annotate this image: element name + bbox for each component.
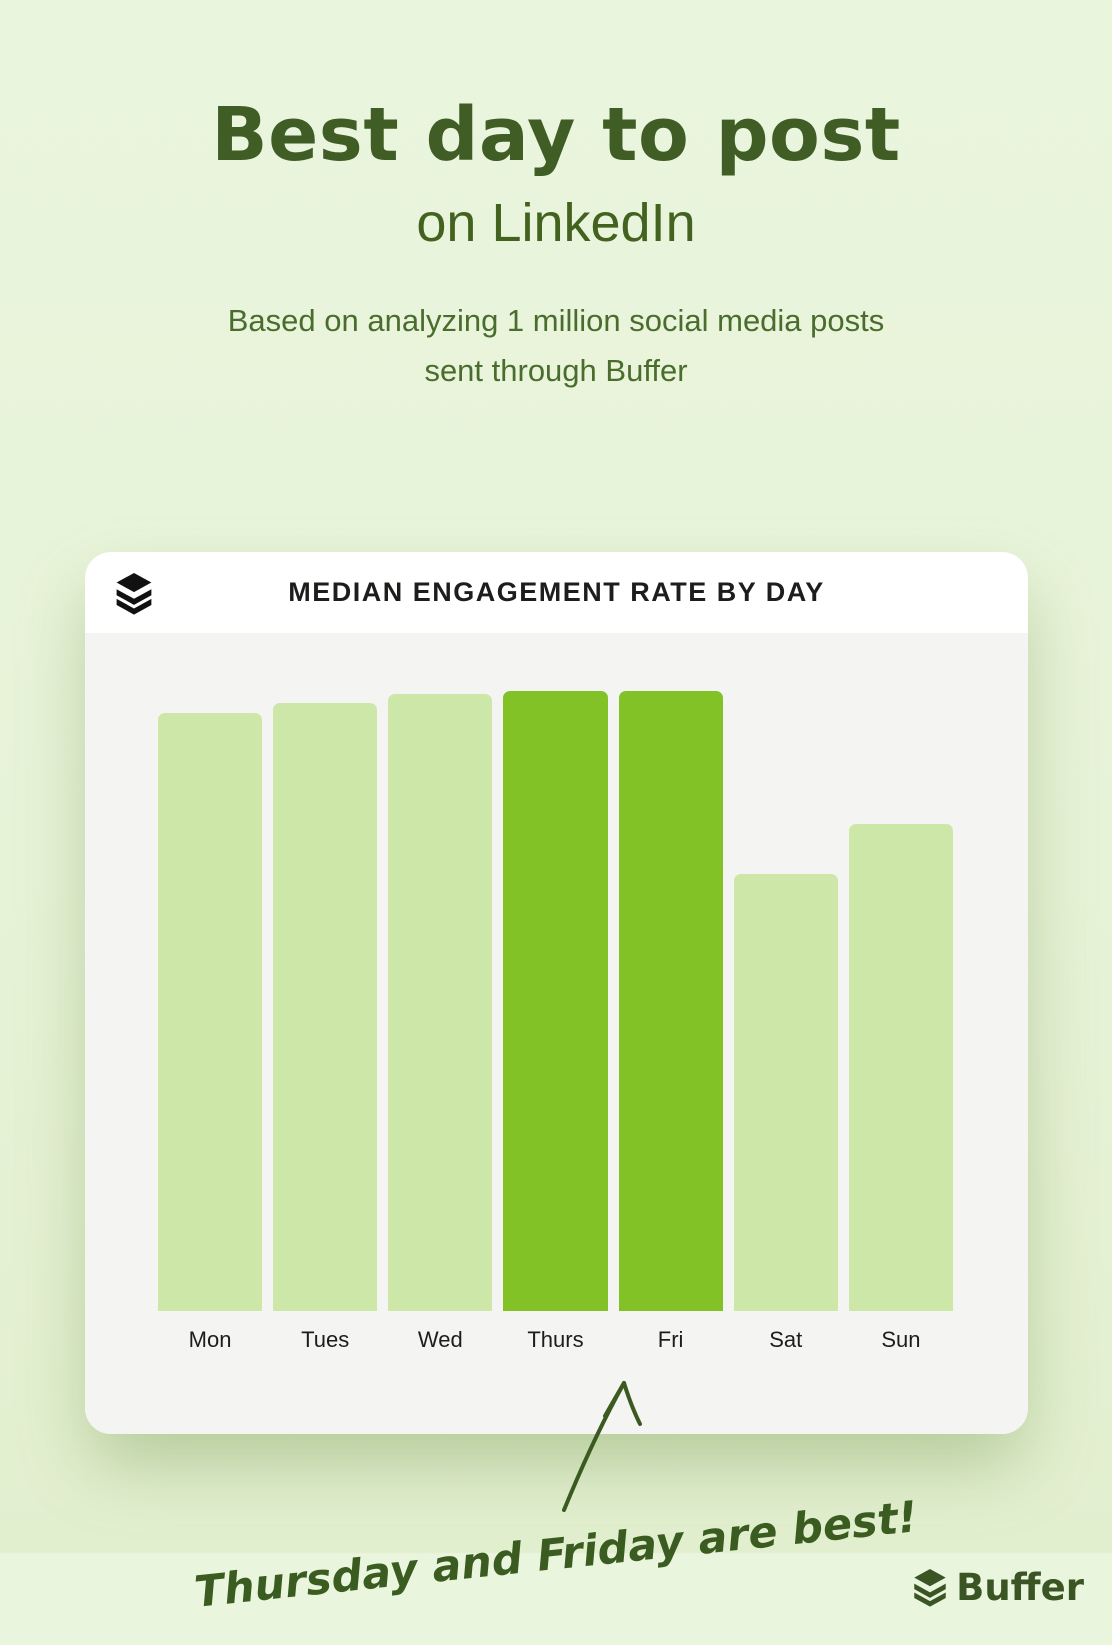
page-subtitle: on LinkedIn: [416, 193, 696, 253]
bar-sat: [733, 874, 838, 1311]
bar-thurs: [503, 691, 608, 1311]
bar-wed: [388, 694, 493, 1311]
x-axis-label-fri: Fri: [657, 1327, 684, 1352]
page-description: Based on analyzing 1 million social medi…: [227, 303, 885, 388]
x-axis-label-sat: Sat: [769, 1327, 803, 1352]
annotation-arrow: [562, 1381, 642, 1512]
bar-tues: [273, 703, 378, 1311]
x-axis-label-tues: Tues: [301, 1327, 350, 1352]
buffer-stack-icon: [116, 573, 152, 615]
buffer-stack-icon: [914, 1568, 946, 1607]
x-axis-label-wed: Wed: [417, 1327, 463, 1352]
footer-brand-name: Buffer: [956, 1566, 1084, 1609]
bar-mon: [158, 713, 263, 1311]
bar-sun: [848, 824, 953, 1311]
page-title: Best day to post: [211, 92, 901, 178]
chart-plot-area: Mon Tues Wed Thurs Fri Sat Sun: [85, 633, 1028, 1434]
bar-fri: [618, 691, 723, 1311]
bars-row: [158, 633, 953, 1311]
x-axis-labels: Mon Tues Wed Thurs Fri Sat Sun: [158, 1327, 953, 1353]
chart-card-header: MEDIAN ENGAGEMENT RATE BY DAY: [85, 552, 1028, 633]
x-axis-label-sun: Sun: [881, 1327, 921, 1352]
x-axis-label-mon: Mon: [188, 1327, 232, 1352]
x-axis-label-thurs: Thurs: [527, 1327, 584, 1352]
chart-title: MEDIAN ENGAGEMENT RATE BY DAY: [288, 577, 825, 607]
footer-brand-logo: Buffer: [913, 1566, 1084, 1609]
chart-card: MEDIAN ENGAGEMENT RATE BY DAY Mon Tues Wed…: [85, 552, 1028, 1434]
